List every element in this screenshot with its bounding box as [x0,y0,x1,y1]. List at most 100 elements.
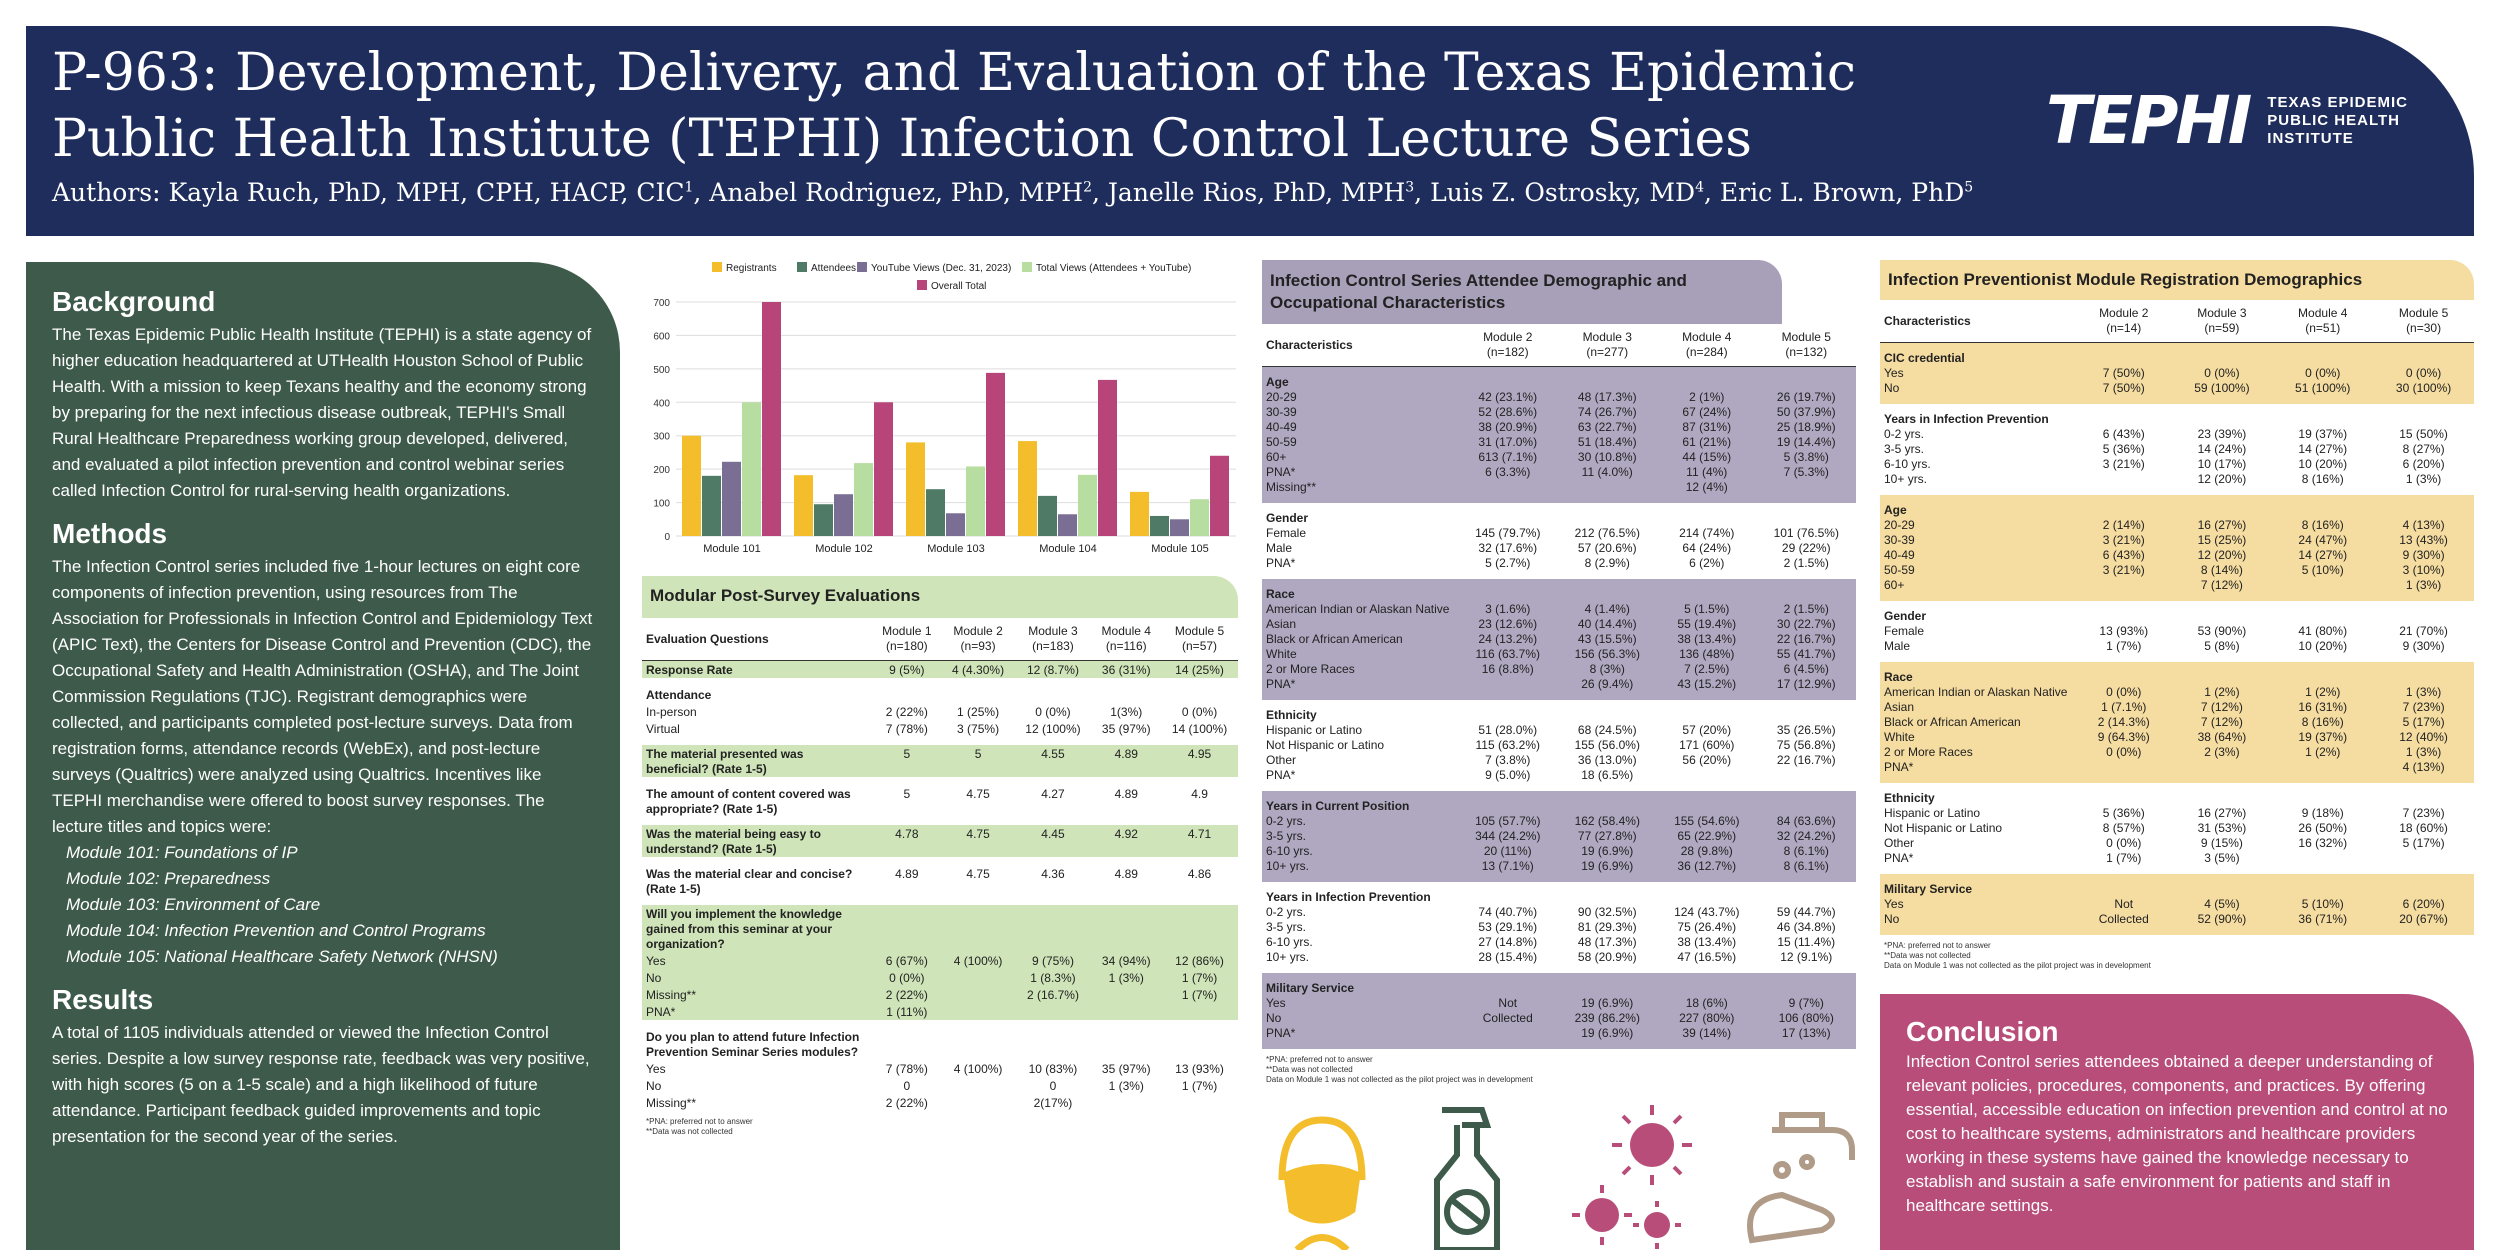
row-label: Not Hispanic or Latino [1884,820,2003,835]
cell-value: 8 (16%) [2301,471,2344,486]
table-row: The amount of content covered was approp… [642,785,1238,817]
results-section: Results A total of 1105 individuals atte… [52,984,594,1150]
row-spacer [1262,578,1856,587]
cell-value: 74 (26.7%) [1557,404,1657,420]
cell-value: 5 (1.5%) [1657,601,1757,617]
cell-value: 115 (63.2%) [1475,737,1540,752]
row-spacer [1262,882,1856,890]
spacer-cell [1880,873,2474,882]
cell-value: 0 (0%) [1181,705,1218,719]
cell-value: 30 (100%) [2373,380,2474,396]
table-row: Missing** 2 (22%) 2 (16.7%) 1 (7%) [642,986,1238,1003]
footnote: **Data was not collected [646,1127,733,1136]
poster-title: P-963: Development, Delivery, and Evalua… [52,43,1857,169]
row-spacer [642,897,1238,905]
cell-value: 24 (13.2%) [1458,631,1558,647]
row-label: 60+ [1880,577,2076,593]
table-row: 0-2 yrs. 74 (40.7%) 90 (32.5%) 124 (43.7%) 5… [1262,905,1856,920]
cell-value [1458,479,1558,495]
cell-value: 105 (57.7%) [1458,813,1558,829]
background-section: Background The Texas Epidemic Public Hea… [52,286,594,504]
methods-heading: Methods [52,518,168,549]
row-spacer [1880,661,2474,670]
cell-value: 9 (30%) [2402,638,2445,653]
row-spacer [1880,404,2474,412]
row-spacer [1880,601,2474,609]
cell-value: 4.78 [872,825,942,857]
cell-value: 4.89 [1091,745,1162,777]
cell-value [942,1077,1015,1094]
cell-value: 1 (3%) [2405,471,2442,486]
column-header: Evaluation Questions [642,618,872,661]
cell-value: 5 (2.7%) [1485,555,1531,570]
cell-value: 51 (28.0%) [1478,722,1538,737]
table-row: PNA* 1 (7%) 3 (5%) [1880,851,2474,866]
spacer-cell [642,777,1238,785]
cell-value: 13 (93%) [2099,623,2149,638]
cell-value: 0 (0%) [2373,365,2474,381]
cell-value: 1 (7%) [1181,1079,1218,1093]
cell-value: 8 (6.1%) [1756,843,1856,859]
cell-value: 106 (80%) [1756,1010,1856,1026]
cell-value: 3 (10%) [2373,562,2474,578]
cell-value: 18 (6.5%) [1581,767,1634,782]
cell-value: 12 (20%) [2197,471,2247,486]
row-spacer [1262,571,1856,579]
row-label: Black or African American [1262,631,1458,647]
cell-value: 124 (43.7%) [1674,904,1740,919]
row-label: Asian [1262,616,1458,632]
cell-value [1161,686,1238,703]
x-tick-label: Module 104 [1039,543,1097,555]
cell-value [1091,1028,1161,1060]
results-text: A total of 1105 individuals attended or … [52,1023,590,1146]
spacer-cell [1262,972,1856,981]
table-row: 30-39 3 (21%) 15 (25%) 24 (47%) 13 (43%) [1880,532,2474,548]
table-row: 3-5 yrs. 344 (24.2%) 77 (27.8%) 65 (22.9%) 3… [1262,828,1856,844]
row-spacer [642,817,1238,825]
cell-value: 5 [903,787,911,801]
table-row: 6-10 yrs. 3 (21%) 10 (17%) 10 (20%) 6 (20%) [1880,457,2474,472]
table-row: Attendance [642,686,1238,703]
x-tick-label: Module 102 [815,543,873,555]
footnote: *PNA: preferred not to answer [1266,1054,1373,1064]
cell-value [1161,1003,1238,1020]
row-label: 30-39 [1262,404,1458,420]
table-row: PNA* 9 (5.0%) 18 (6.5%) [1262,768,1856,783]
row-label: Yes [642,952,872,969]
spacer-cell [1880,342,2474,351]
table-row: No Collected 239 (86.2%) 227 (80%) 106 (80%) [1262,1010,1856,1026]
row-label: 10+ yrs. [1266,949,1310,964]
row-label: No [1262,1010,1458,1026]
module-name: Module 3 [1582,330,1632,344]
table-row: Was the material being easy to understan… [642,825,1238,857]
cell-value: 8 (16%) [2272,714,2374,730]
survey-table: Evaluation Questions Module 1 (n=180) Modul… [642,618,1238,1111]
group-heading-row: CIC credential [1880,350,2474,366]
row-label: 10+ yrs. [1884,471,1928,486]
cell-value: 10 (83%) [1028,1062,1078,1076]
cell-value: Not [1458,995,1558,1011]
cell-value: 5 (3.8%) [1756,449,1856,465]
module-n: (n=180) [885,639,928,653]
row-label: 3-5 yrs. [1266,919,1307,934]
cell-value: 12 (40%) [2373,729,2474,745]
cell-value: 6 (43%) [2076,547,2172,563]
cell-value: 4.75 [941,825,1015,857]
row-label: No [646,1079,662,1093]
cell-value: 20 (11%) [1458,843,1558,859]
spacer-cell [1880,601,2474,609]
column-header: Module 4 (n=284) [1657,324,1757,367]
footnote: *PNA: preferred not to answer [646,1117,753,1126]
cell-value: 227 (80%) [1657,1010,1757,1026]
cell-value: 16 (27%) [2171,517,2273,533]
cell-value: 32 (17.6%) [1478,540,1538,555]
cell-value: 4 (5%) [2171,896,2273,912]
row-label: 0-2 yrs. [1262,813,1458,829]
row-label: White [1880,729,2076,745]
cell-value [2171,759,2273,775]
bar [814,504,833,536]
table-row: No 0 0 1 (3%) 1 (7%) [642,1077,1238,1094]
cell-value [942,1028,1015,1060]
group-heading: Years in Infection Prevention [1266,889,1431,904]
row-spacer [1880,774,2474,783]
